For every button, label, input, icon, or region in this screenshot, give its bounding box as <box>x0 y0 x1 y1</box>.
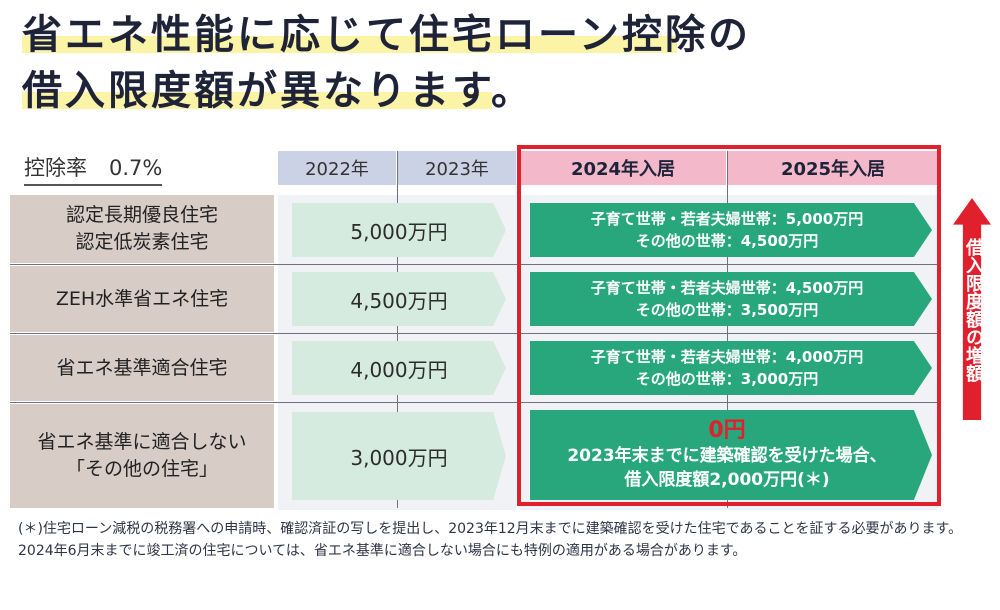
row-label-line: 認定長期優良住宅 <box>65 204 218 226</box>
limit-2022-2023-row4: 3,000万円 <box>292 412 506 500</box>
limit-2022-2023-row2: 4,500万円 <box>292 272 506 326</box>
limit-exception-line1: 2023年末までに建築確認を受けた場合、 <box>567 446 887 466</box>
row-label-line: 「その他の住宅」 <box>65 458 218 480</box>
grid-line <box>10 402 938 403</box>
limit-line-family: 子育て世帯・若者夫婦世帯：4,500万円 <box>590 279 864 297</box>
highlight-frame-2024-2025 <box>517 145 941 506</box>
row-label-line: 省エネ基準適合住宅 <box>56 356 228 379</box>
limit-2024-2025-row1: 子育て世帯・若者夫婦世帯：5,000万円 その他の世帯：4,500万円 <box>530 203 932 257</box>
grid-line <box>397 151 398 508</box>
increase-arrow-label: 借入限度額の増額 <box>963 238 984 382</box>
limit-2024-2025-row2: 子育て世帯・若者夫婦世帯：4,500万円 その他の世帯：3,500万円 <box>530 272 932 326</box>
footnote: (＊)住宅ローン減税の税務署への申請時、確認済証の写しを提出し、2023年12月… <box>18 521 963 559</box>
row-label-other: 省エネ基準に適合しない 「その他の住宅」 <box>10 404 274 508</box>
row-label-line: ZEH水準省エネ住宅 <box>55 287 229 310</box>
limit-line-family: 子育て世帯・若者夫婦世帯：4,000万円 <box>590 348 864 366</box>
page-title-line-1: 省エネ性能に応じて住宅ローン控除の <box>22 12 751 58</box>
header-2023: 2023年 <box>398 151 516 185</box>
row-label-zeh: ZEH水準省エネ住宅 <box>10 266 274 332</box>
limit-2024-2025-row4: 0円 2023年末までに建築確認を受けた場合、 借入限度額2,000万円(＊) <box>530 410 932 500</box>
limit-exception-line2: 借入限度額2,000万円(＊) <box>624 470 830 490</box>
limit-line-other: その他の世帯：3,500万円 <box>635 301 819 319</box>
title-highlight-1 <box>22 36 677 53</box>
zero-yen-label: 0円 <box>708 418 746 443</box>
header-2025: 2025年入居 <box>728 151 938 185</box>
header-2022: 2022年 <box>278 151 396 185</box>
deduction-rate-label: 控除率 <box>24 156 87 180</box>
limit-line-other: その他の世帯：4,500万円 <box>635 232 819 250</box>
grid-line <box>10 264 938 265</box>
grid-line <box>10 333 938 334</box>
row-label-line: 省エネ基準に適合しない <box>37 431 247 453</box>
deduction-rate: 控除率 0.7% <box>24 152 163 186</box>
row-label-long-life: 認定長期優良住宅 認定低炭素住宅 <box>10 195 274 263</box>
deduction-rate-value: 0.7% <box>109 156 163 180</box>
row-label-standard: 省エネ基準適合住宅 <box>10 335 274 401</box>
grid-line <box>727 151 728 508</box>
row-label-line: 認定低炭素住宅 <box>75 231 209 253</box>
limit-2022-2023-row3: 4,000万円 <box>292 341 506 395</box>
header-2024: 2024年入居 <box>520 151 726 185</box>
limit-line-family: 子育て世帯・若者夫婦世帯：5,000万円 <box>590 210 864 228</box>
title-highlight-2 <box>22 92 492 109</box>
limit-2024-2025-row3: 子育て世帯・若者夫婦世帯：4,000万円 その他の世帯：3,000万円 <box>530 341 932 395</box>
limit-line-other: その他の世帯：3,000万円 <box>635 370 819 388</box>
limit-2022-2023-row1: 5,000万円 <box>292 203 506 257</box>
page-title-line-2: 借入限度額が異なります。 <box>22 68 534 114</box>
